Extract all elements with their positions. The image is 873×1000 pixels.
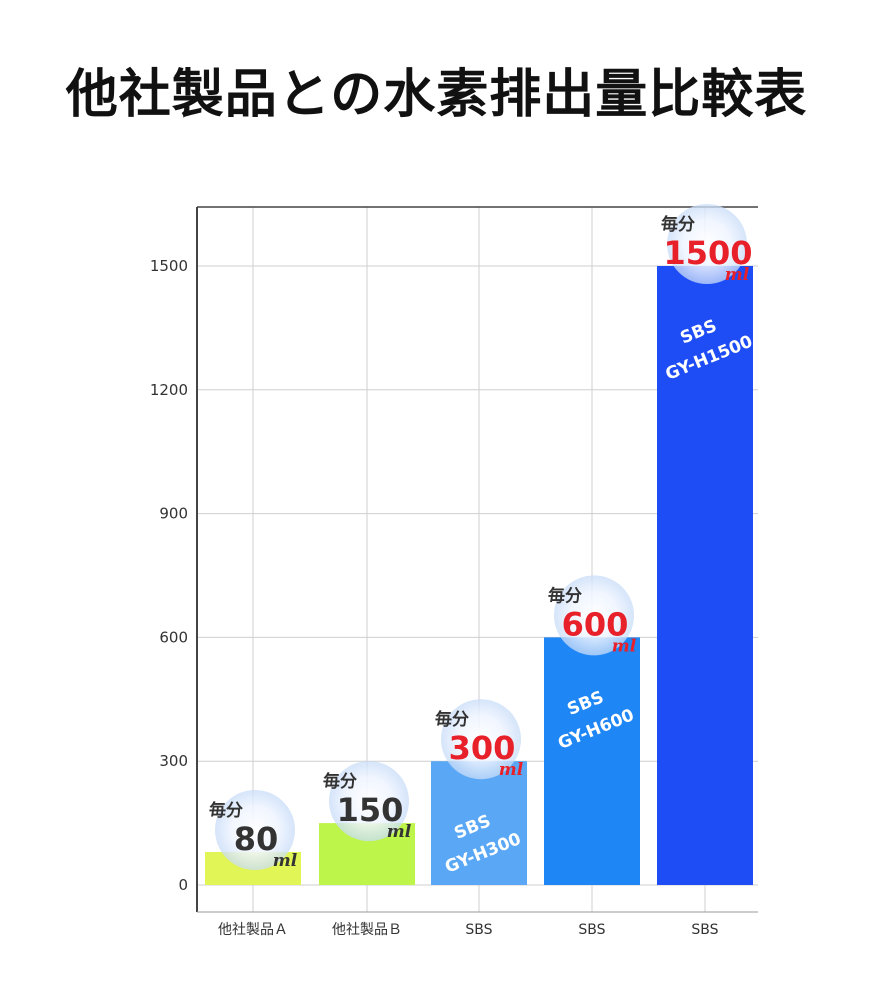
x-category-label: SBS — [578, 922, 605, 938]
data-value-label: 300 — [449, 729, 516, 767]
value-bubble — [554, 575, 634, 656]
y-tick-label: 300 — [159, 752, 188, 770]
value-bubble — [329, 761, 409, 842]
bar-3 — [544, 637, 640, 885]
value-prefix-label: 毎分 — [661, 214, 695, 235]
value-bubble — [667, 204, 747, 284]
data-value-label: 80 — [234, 820, 279, 858]
x-category-label: 他社製品Ｂ — [332, 922, 402, 938]
x-category-label: SBS — [465, 922, 492, 938]
bar-4 — [657, 266, 753, 885]
value-bubble — [441, 699, 521, 780]
value-unit-label: ml — [725, 265, 750, 285]
value-prefix-label: 毎分 — [323, 771, 357, 792]
value-unit-label: ml — [273, 851, 298, 871]
value-prefix-label: 毎分 — [548, 585, 582, 606]
data-value-label: 600 — [562, 605, 629, 643]
bar-2 — [431, 761, 527, 885]
value-prefix-label: 毎分 — [435, 709, 469, 730]
value-unit-label: ml — [612, 636, 637, 656]
value-unit-label: ml — [499, 760, 524, 780]
y-tick-label: 600 — [159, 628, 188, 646]
y-tick-label: 1500 — [150, 257, 188, 275]
data-value-label: 150 — [337, 791, 404, 829]
page-title: 他社製品との水素排出量比較表 — [65, 65, 808, 125]
y-tick-label: 900 — [159, 505, 188, 523]
data-value-label: 1500 — [663, 234, 752, 272]
y-tick-label: 1200 — [150, 381, 188, 399]
value-unit-label: ml — [387, 822, 412, 842]
x-category-label: SBS — [691, 922, 718, 938]
y-tick-label: 0 — [178, 876, 188, 894]
value-prefix-label: 毎分 — [209, 800, 243, 821]
value-bubble — [215, 789, 295, 870]
x-category-label: 他社製品Ａ — [218, 922, 288, 938]
